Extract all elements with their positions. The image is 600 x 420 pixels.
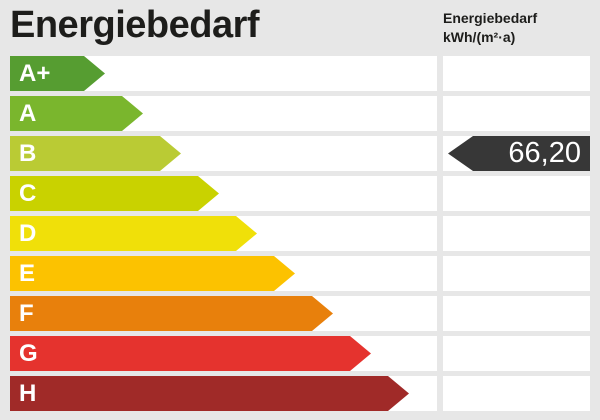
rating-letter: B xyxy=(19,140,37,167)
value-indicator: 66,20 xyxy=(448,136,590,171)
rating-bar-d: D xyxy=(10,216,257,251)
value-cell xyxy=(443,96,590,131)
unit-header-line1: Energiebedarf xyxy=(443,10,538,26)
rating-row-c: C xyxy=(0,176,600,211)
rating-row-aplus: A+ xyxy=(0,56,600,91)
rating-bar-h: H xyxy=(10,376,409,411)
value-cell xyxy=(443,376,590,411)
rating-row-d: D xyxy=(0,216,600,251)
rating-bar-aplus: A+ xyxy=(10,56,105,91)
rating-grid: A+ A B C D E F G H xyxy=(0,56,600,416)
rating-bar-c: C xyxy=(10,176,219,211)
rating-row-f: F xyxy=(0,296,600,331)
rating-row-g: G xyxy=(0,336,600,371)
rating-letter: E xyxy=(19,260,36,287)
rating-letter: H xyxy=(19,380,37,407)
rating-row-e: E xyxy=(0,256,600,291)
rating-bar-f: F xyxy=(10,296,333,331)
rating-letter: A+ xyxy=(19,60,51,87)
page-title: Energiebedarf xyxy=(10,4,260,46)
rating-letter: G xyxy=(19,340,38,367)
rating-letter: A xyxy=(19,100,37,127)
unit-header: Energiebedarf kWh/(m²·a) xyxy=(443,9,537,47)
unit-header-line2: kWh/(m²·a) xyxy=(443,29,516,45)
rating-row-h: H xyxy=(0,376,600,411)
rating-bar-b: B xyxy=(10,136,181,171)
value-cell xyxy=(443,216,590,251)
rating-bar-e: E xyxy=(10,256,295,291)
rating-letter: C xyxy=(19,180,37,207)
indicator-value: 66,20 xyxy=(508,137,581,169)
rating-bar-g: G xyxy=(10,336,371,371)
value-cell xyxy=(443,296,590,331)
value-cell xyxy=(443,336,590,371)
rating-letter: F xyxy=(19,300,34,327)
rating-bar-a: A xyxy=(10,96,143,131)
value-cell xyxy=(443,256,590,291)
rating-row-a: A xyxy=(0,96,600,131)
rating-letter: D xyxy=(19,220,37,247)
value-cell xyxy=(443,56,590,91)
value-cell xyxy=(443,176,590,211)
